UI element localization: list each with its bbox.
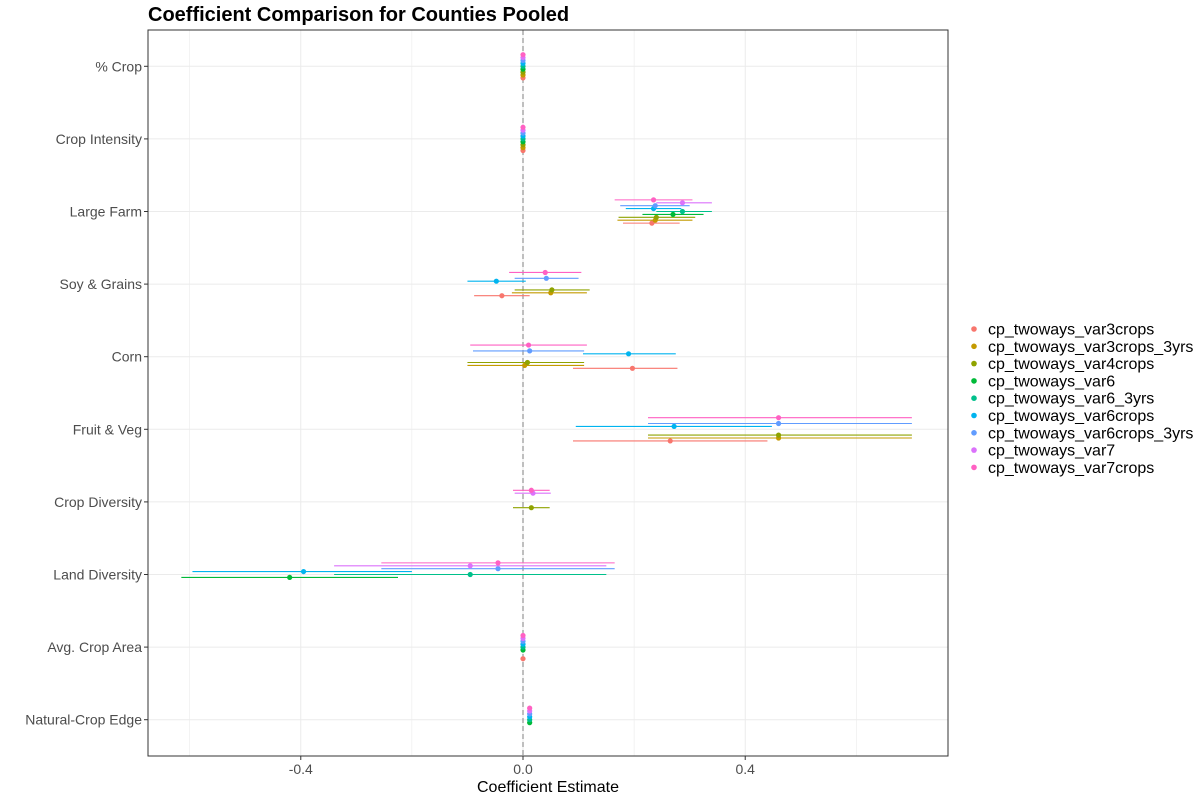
estimate-point (527, 705, 533, 711)
estimate-point (650, 197, 657, 203)
estimate-point (520, 52, 526, 58)
chart-marks (181, 52, 912, 726)
estimate-point (520, 656, 526, 662)
legend-key (971, 343, 977, 350)
estimate-point (625, 351, 632, 357)
estimate-point (775, 432, 782, 438)
estimate-point (520, 632, 526, 639)
estimate-point (525, 342, 532, 348)
estimate-point (653, 214, 659, 220)
estimate-point (467, 571, 473, 578)
legend-label: cp_twoways_var3crops (988, 322, 1154, 339)
estimate-point (679, 208, 686, 215)
estimate-point (528, 487, 534, 493)
legend-key (971, 378, 977, 384)
legend-label: cp_twoways_var7crops (988, 460, 1154, 477)
estimate-point (679, 200, 686, 206)
legend-label: cp_twoways_var7 (988, 443, 1115, 460)
y-tick-label: Large Farm (70, 204, 142, 220)
legend-key (971, 360, 977, 367)
y-tick-label: Fruit & Veg (73, 421, 142, 437)
estimate-point (495, 560, 501, 566)
legend-label: cp_twoways_var3crops_3yrs (988, 339, 1193, 356)
y-tick-label: Soy & Grains (60, 276, 142, 292)
legend-key (971, 395, 977, 402)
estimate-point (524, 359, 531, 366)
x-tick-label: 0.4 (735, 761, 755, 777)
estimate-point (652, 203, 658, 209)
legend-key (971, 326, 977, 332)
estimate-point (542, 269, 548, 276)
y-tick-label: Corn (112, 349, 142, 365)
x-tick-label: -0.4 (289, 761, 313, 777)
plot-panel-border (147, 29, 949, 757)
y-tick-label: Crop Intensity (56, 131, 142, 147)
estimate-point (495, 566, 501, 572)
legend-key (971, 464, 977, 471)
estimate-point (775, 420, 782, 427)
estimate-point (775, 415, 782, 421)
estimate-point (520, 124, 526, 130)
y-tick-label: Natural-Crop Edge (25, 712, 142, 728)
legend: cp_twoways_var3cropscp_twoways_var3crops… (971, 322, 1193, 477)
estimate-point (528, 505, 534, 511)
legend-key (971, 430, 977, 436)
legend-key (971, 447, 977, 453)
estimate-point (543, 275, 549, 281)
legend-label: cp_twoways_var4crops (988, 356, 1154, 373)
estimate-point (493, 278, 499, 284)
y-tick-label: % Crop (95, 58, 142, 74)
estimate-point (467, 563, 473, 569)
estimate-point (670, 211, 676, 218)
estimate-point (287, 574, 293, 581)
estimate-point (629, 365, 636, 371)
legend-label: cp_twoways_var6 (988, 373, 1115, 390)
estimate-point (667, 438, 673, 444)
x-tick-label: 0.0 (513, 761, 533, 777)
estimate-point (527, 348, 533, 354)
estimate-point (300, 568, 307, 575)
x-axis-title: Coefficient Estimate (477, 779, 619, 796)
y-tick-label: Land Diversity (53, 567, 142, 583)
y-tick-label: Avg. Crop Area (47, 639, 142, 655)
estimate-point (499, 293, 505, 299)
y-tick-label: Crop Diversity (54, 494, 142, 510)
estimate-point (671, 423, 677, 429)
x-axis: -0.4 0.0 0.4 (289, 756, 755, 777)
legend-label: cp_twoways_var6_3yrs (988, 391, 1154, 408)
estimate-point (549, 287, 555, 293)
y-axis: % Crop Crop Intensity Large Farm Soy & Grai… (25, 58, 148, 728)
chart-title: Coefficient Comparison for Counties Pool… (148, 4, 570, 26)
legend-label: cp_twoways_var6crops_3yrs (988, 425, 1193, 442)
gridlines (148, 30, 948, 756)
legend-label: cp_twoways_var6crops (988, 408, 1154, 425)
legend-key (971, 412, 977, 419)
